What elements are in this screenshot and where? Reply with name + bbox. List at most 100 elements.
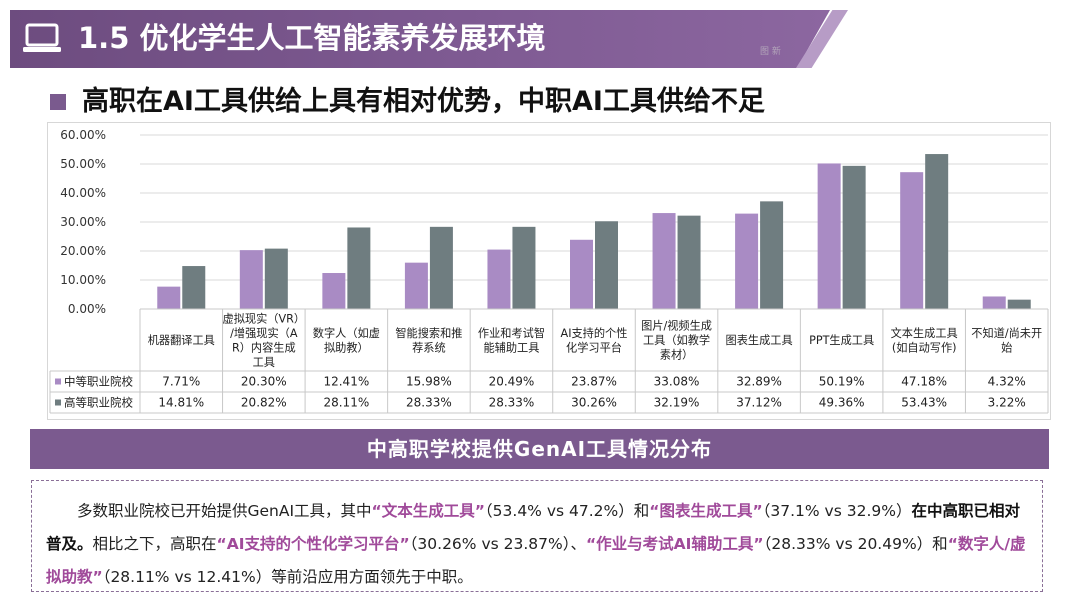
bar-higher-6 (677, 215, 701, 309)
x-tick-label: 始 (1001, 340, 1012, 354)
bar-secondary-3 (404, 262, 428, 309)
bar-secondary-4 (487, 249, 511, 309)
x-tick-label: 虚拟现实（VR） (223, 311, 306, 325)
legend-label: 高等职业院校 (64, 396, 133, 410)
x-tick-label: 作业和考试智 (478, 326, 545, 340)
x-tick-label: 机器翻译工具 (148, 333, 215, 347)
bar-higher-1 (264, 248, 288, 309)
summary-highlight: “数字人/虚拟助教” (46, 535, 1026, 586)
data-label: 3.22% (988, 396, 1026, 410)
data-label: 30.26% (571, 396, 617, 410)
y-tick-label: 0.00% (68, 302, 106, 316)
legend-label: 中等职业院校 (64, 375, 133, 389)
data-label: 32.19% (654, 396, 700, 410)
data-label: 53.43% (901, 396, 947, 410)
bar-higher-8 (842, 165, 866, 309)
bullet-square (50, 94, 66, 110)
y-tick-label: 60.00% (60, 128, 106, 142)
x-tick-label: 不知道/尚未开 (971, 326, 1042, 340)
bar-higher-9 (925, 154, 949, 309)
summary-box: 多数职业院校已开始提供GenAI工具，其中“文本生成工具”（53.4% vs 4… (31, 480, 1043, 592)
data-label: 28.33% (406, 396, 452, 410)
data-label: 32.89% (736, 375, 782, 389)
data-label: 12.41% (323, 375, 369, 389)
data-label: 50.19% (819, 375, 865, 389)
x-tick-label: (如自动写作) (892, 340, 957, 354)
data-label: 14.81% (158, 396, 204, 410)
y-tick-label: 20.00% (60, 244, 106, 258)
summary-text: （28.11% vs 12.41%）等前沿应用方面领先于中职。 (102, 568, 473, 586)
x-tick-label: 文本生成工具 (891, 326, 958, 340)
bar-higher-10 (1007, 299, 1031, 309)
x-tick-label: PPT生成工具 (809, 333, 874, 347)
x-tick-label: 图表生成工具 (726, 333, 793, 347)
data-label: 28.11% (323, 396, 369, 410)
title-banner (10, 10, 830, 68)
bar-secondary-6 (652, 213, 676, 309)
data-label: 7.71% (162, 375, 200, 389)
bar-secondary-2 (322, 273, 346, 309)
x-tick-label: 数字人（如虚 (313, 326, 380, 340)
page-title: 1.5 优化学生人工智能素养发展环境 (78, 21, 546, 55)
logo: 图 新 (760, 47, 781, 57)
bar-secondary-1 (239, 250, 263, 309)
bar-chart: 0.00% 10.00% 20.00% 30.00% 40.00% 50.00% 60.00… (49, 128, 1049, 414)
chart-panel: 0.00% 10.00% 20.00% 30.00% 40.00% 50.00% 60.00… (47, 122, 1051, 420)
summary-text: （28.33% vs 20.49%）和 (763, 535, 948, 553)
data-label: 20.82% (241, 396, 287, 410)
bar-higher-5 (595, 221, 618, 309)
data-label: 15.98% (406, 375, 452, 389)
summary-bold: 在中高职已相对普及。 (46, 502, 1020, 553)
data-label: 49.36% (819, 396, 865, 410)
x-tick-label: AI支持的个性 (561, 326, 628, 340)
bar-secondary-0 (157, 286, 181, 309)
x-tick-label: 素材） (660, 348, 694, 362)
x-tick-label: /增强现实（A (230, 326, 298, 340)
summary-highlight: “图表生成工具” (649, 502, 763, 520)
bar-higher-2 (347, 227, 371, 309)
data-label: 4.32% (988, 375, 1026, 389)
legend-key (55, 399, 61, 406)
y-tick-label: 40.00% (60, 186, 106, 200)
summary-highlight: “文本生成工具” (371, 502, 485, 520)
data-label: 37.12% (736, 396, 782, 410)
y-tick-label: 10.00% (60, 273, 106, 287)
x-tick-label: 工具（如教学 (643, 333, 710, 347)
data-label: 20.30% (241, 375, 287, 389)
summary-text: （30.26% vs 23.87%）、 (409, 535, 586, 553)
data-label: 23.87% (571, 375, 617, 389)
x-tick-label: 能辅助工具 (483, 340, 539, 354)
summary-highlight: “作业与考试AI辅助工具” (585, 535, 764, 553)
x-tick-label: 化学习平台 (566, 340, 622, 354)
data-label: 33.08% (654, 375, 700, 389)
x-tick-label: 智能搜索和推 (395, 326, 462, 340)
data-label: 28.33% (489, 396, 535, 410)
page-subtitle: 高职在AI工具供给上具有相对优势，中职AI工具供给不足 (82, 86, 765, 117)
y-tick-label: 50.00% (60, 157, 106, 171)
legend-key (55, 378, 61, 385)
bar-higher-3 (429, 226, 453, 309)
x-tick-label: 拟助教） (324, 340, 369, 354)
chart-title: 中高职学校提供GenAI工具情况分布 (30, 429, 1049, 469)
bar-secondary-9 (900, 172, 924, 309)
bar-secondary-10 (982, 296, 1006, 309)
summary-text: （53.4% vs 47.2%）和 (484, 502, 650, 520)
data-label: 47.18% (901, 375, 947, 389)
bar-secondary-5 (570, 239, 593, 309)
x-tick-label: R）内容生成 (232, 340, 296, 354)
x-tick-label: 工具 (253, 356, 275, 369)
x-tick-label: 图片/视频生成 (641, 319, 712, 333)
bar-secondary-8 (817, 163, 841, 309)
y-tick-label: 30.00% (60, 215, 106, 229)
summary-text: 多数职业院校已开始提供GenAI工具，其中 (77, 502, 372, 520)
summary-highlight: “AI支持的个性化学习平台” (216, 535, 410, 553)
summary-text: （37.1% vs 32.9%） (762, 502, 912, 520)
bar-higher-0 (182, 266, 206, 309)
data-label: 20.49% (489, 375, 535, 389)
bar-higher-4 (512, 226, 536, 309)
x-tick-label: 荐系统 (412, 341, 446, 354)
bar-higher-7 (760, 201, 784, 309)
summary-text: 相比之下，高职在 (92, 535, 217, 553)
laptop-icon (23, 23, 61, 52)
bar-secondary-7 (735, 213, 759, 309)
